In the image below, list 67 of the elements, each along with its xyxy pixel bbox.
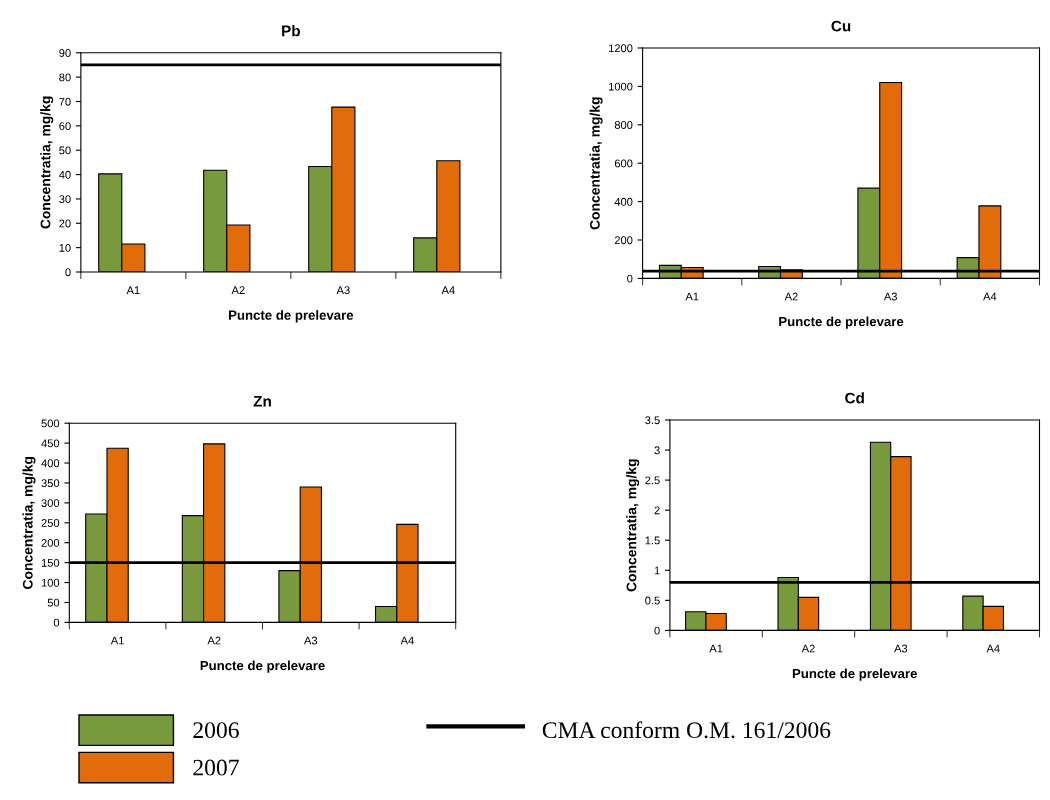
y-tick-label: 0: [654, 626, 660, 635]
y-tick-label: 3.5: [645, 416, 660, 425]
y-tick-label: 2: [654, 506, 660, 515]
y-tick-label: 60: [59, 122, 71, 130]
y-tick-label: 50: [59, 146, 71, 155]
x-tick-label: A4: [983, 292, 997, 301]
legend-label: 2007: [193, 759, 239, 776]
x-tick-label: A1: [685, 292, 699, 301]
y-tick-label: 30: [59, 195, 71, 204]
chart-title: Cd: [845, 392, 864, 404]
legend-label: 2006: [193, 722, 239, 739]
x-tick-label: A1: [126, 286, 140, 294]
y-tick-label: 0.5: [645, 596, 660, 605]
y-tick-label: 2.5: [645, 476, 660, 485]
y-axis-title: Concentratia, mg/kg: [589, 97, 603, 230]
y-tick-label: 1000: [609, 82, 633, 91]
y-tick-label: 200: [41, 538, 60, 547]
x-tick-label: A4: [986, 644, 1000, 653]
x-axis-title: Puncte de prelevare: [792, 668, 917, 681]
x-tick-label: A2: [207, 636, 221, 645]
y-tick-label: 400: [614, 197, 633, 206]
y-tick-label: 80: [59, 73, 71, 82]
x-axis-title: Puncte de prelevare: [229, 310, 354, 323]
x-tick-label: A4: [400, 636, 414, 645]
x-tick-label: A3: [336, 286, 350, 295]
x-tick-label: A1: [709, 644, 723, 653]
y-tick-label: 400: [41, 459, 60, 468]
y-tick-label: 250: [41, 519, 60, 527]
y-tick-label: 50: [47, 598, 60, 607]
y-tick-label: 0: [65, 268, 71, 277]
x-tick-label: A3: [883, 292, 897, 301]
y-tick-label: 350: [41, 479, 60, 488]
x-axis-title: Puncte de prelevare: [200, 660, 325, 673]
chart-title: Zn: [253, 396, 271, 407]
y-tick-label: 40: [59, 170, 71, 179]
y-tick-label: 70: [59, 97, 71, 106]
y-tick-label: 10: [59, 243, 71, 252]
y-tick-label: 100: [41, 578, 60, 587]
x-axis-title: Puncte de prelevare: [779, 316, 904, 329]
y-axis-title: Concentratia, mg/kg: [22, 456, 36, 589]
y-axis-title: Concentratia, mg/kg: [626, 459, 640, 592]
y-tick-label: 600: [614, 159, 633, 168]
y-axis-title: Concentratia, mg/kg: [40, 96, 54, 229]
y-tick-label: 300: [41, 499, 60, 508]
y-tick-label: 1.5: [645, 536, 660, 545]
y-tick-label: 500: [41, 419, 60, 428]
y-tick-label: 3: [654, 446, 660, 455]
y-tick-label: 1200: [609, 44, 633, 53]
y-tick-label: 90: [59, 49, 71, 57]
x-tick-label: A3: [304, 636, 318, 645]
y-tick-label: 0: [627, 274, 633, 283]
y-tick-label: 1: [654, 566, 660, 575]
x-tick-label: A2: [784, 292, 798, 301]
x-tick-label: A4: [441, 286, 455, 294]
x-tick-label: A1: [110, 636, 124, 645]
y-tick-label: 800: [614, 121, 633, 129]
y-tick-label: 200: [614, 236, 633, 245]
x-tick-label: A2: [231, 286, 245, 294]
y-tick-label: 20: [59, 219, 71, 228]
chart-title: Cu: [831, 20, 851, 32]
y-tick-label: 0: [53, 618, 60, 627]
legend-label: CMA conform O.M. 161/2006: [542, 721, 831, 739]
y-tick-label: 450: [41, 439, 60, 448]
y-tick-label: 150: [41, 558, 60, 567]
x-tick-label: A3: [894, 644, 908, 653]
x-tick-label: A2: [801, 644, 815, 653]
chart-title: Pb: [282, 25, 300, 37]
